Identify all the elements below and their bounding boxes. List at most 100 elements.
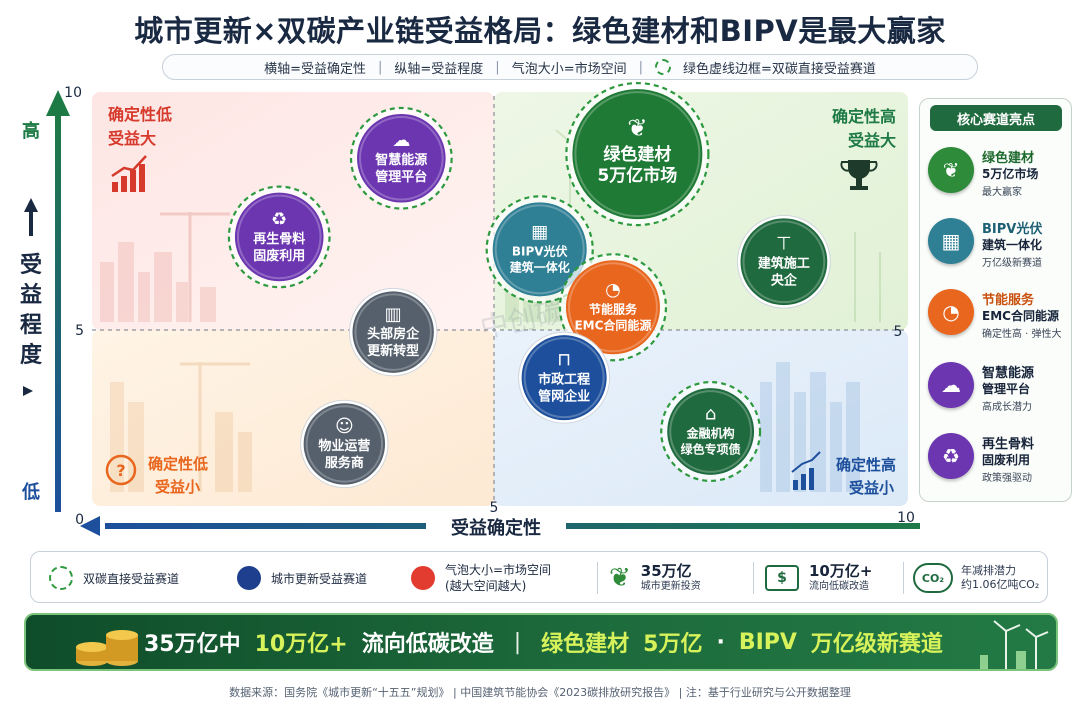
bubble-highlight [354,293,432,371]
bubble-label: 建筑施工 [758,256,810,272]
y-axis-line [55,112,61,512]
bubble-label: 央企 [771,273,798,289]
bubble-label: 更新转型 [367,343,419,359]
highlight-line3: 高成长潜力 [982,402,1032,413]
coin-stack-icon [76,630,138,666]
bubble-label: 服务商 [325,455,364,471]
building-icon: ▥ [385,304,402,325]
trophy-icon [840,160,878,190]
bubble-highlight [523,337,605,419]
y-tick-bottom: 0 [75,512,84,528]
bubble-circle [492,202,587,297]
y-axis-high-label: 高 [22,120,40,142]
people-icon: ☺ [335,416,354,437]
y-axis-definition: 纵轴=受益程度 [394,61,484,77]
legend-separator: | [638,59,643,75]
highlights-panel: 核心赛道亮点 ❦ 绿色建材 5万亿市场 最大赢家 ▦ BIPV光伏 建筑一体化 … [919,98,1072,502]
y-axis-title-char: 度 [20,342,43,368]
skyline-decoration-bottom-right [760,362,860,492]
bubble-highlight [742,220,826,304]
x-axis-title: 受益确定性 [451,517,541,539]
leaf-icon: ❦ [928,147,974,193]
chart-title: 城市更新×双碳产业链受益格局：绿色建材和BIPV是最大赢家 [134,14,946,48]
bubble-circle [572,89,703,220]
bottom-legend: 双碳直接受益赛道 城市更新受益赛道 气泡大小=市场空间 (越大空间越大) ❦ 3… [30,551,1048,603]
bubble-size-definition: 气泡大小=市场空间 [511,61,627,77]
bubble-circle [667,388,755,475]
bubble-circle [352,291,434,373]
bubble-highlight [305,405,384,483]
legend-red-dot: 气泡大小=市场空间 (越大空间越大) [411,552,551,604]
y-axis-title-char: 受 [20,252,42,278]
y-tick-top: 10 [64,85,82,101]
summary-banner: 35万亿中 10万亿+ 流向低碳改造 | 绿色建材 5万亿 · BIPV 万亿级… [24,613,1058,671]
banner-part8: 万亿级新赛道 [810,632,943,657]
leaf-icon: ❦ [627,114,647,142]
question-icon-glyph: ? [116,461,125,480]
bubble-chart: 中创碳碳 10 5 0 高 低 受益程度 受益确定性 5 10 高 5 确定性低… [0,81,987,546]
bubbles-layer: ❦绿色建材5万亿市场▦BIPV光伏建筑一体化◔节能服务EMC合同能源⊤建筑施工央… [227,81,831,489]
highlight-item-recycled-aggregate: ♻ 再生骨料 固废利用 政策强驱动 [926,427,1069,491]
leaf-icon: ❦ [609,563,631,593]
data-source-note: 数据来源：国务院《城市更新“十五五”规划》 | 中国建筑节能协会《2023碳排放… [229,686,851,699]
bubble-circle [357,113,446,203]
legend-blue-dot: 城市更新受益赛道 [237,552,367,604]
recycle-icon: ♻ [928,433,974,479]
highlight-title: 智慧能源 [982,366,1035,381]
skyline-decoration-top-left [100,212,230,322]
bubble-highlight [359,115,444,201]
legend-divider [903,562,904,594]
bubble-label: BIPV光伏 [512,243,568,258]
bubble-label: 5万亿市场 [597,165,677,186]
banner-divider: | [513,629,522,655]
quadrant-bottom-right-line2: 受益小 [849,479,894,497]
bubble-label: 节能服务 [589,301,638,316]
x-tick-5: 5 [490,500,499,516]
legend-separator: | [378,59,383,75]
bubble-label: 头部房企 [367,326,420,342]
question-icon [105,454,137,486]
banner-text: 35万亿中 10万亿+ 流向低碳改造 | 绿色建材 5万亿 · BIPV 万亿级… [144,615,943,669]
quadrant-bottom-left-line1: 确定性低 [148,455,208,473]
highlight-item-green-materials: ❦ 绿色建材 5万亿市场 最大赢家 [926,141,1069,205]
bubble-label: 智慧能源 [375,152,427,168]
bubble-circle [565,260,660,355]
highlight-line2: 建筑一体化 [982,238,1043,252]
quadrant-top-right-line2: 受益大 [848,131,896,150]
midline-label: 5 [894,324,903,340]
bubble-label: 绿色专项债 [681,441,741,456]
y-axis-right-arrow-icon [23,386,33,396]
legend-red-dot-line2: (越大空间越大) [445,579,527,593]
bubble-highlight [574,91,701,218]
banner-part6: · [716,629,725,655]
bubble-label: 建筑一体化 [509,259,570,274]
y-axis-arrowhead [46,90,70,116]
quadrant-bottom-left-line2: 受益小 [155,478,200,496]
y-axis-low-label: 低 [21,481,40,503]
banner-part7: BIPV [738,629,797,655]
banner-part5: 5万亿 [643,632,703,657]
highlight-line3: 确定性高 · 弹性大 [982,329,1062,340]
legend-green-ring: 双碳直接受益赛道 [49,552,179,604]
quadrant-top-right-line1: 确定性高 [832,107,896,126]
y-axis-title-char: 益 [20,282,42,308]
legend-divider [597,562,598,594]
highlight-line2: 5万亿市场 [982,167,1039,181]
x-axis-left-arrowhead [80,516,100,536]
x-axis-title-bg [426,512,566,540]
stat-lowcarbon-value: 10万亿+ [809,562,873,580]
legend-red-dot-line1: 气泡大小=市场空间 [445,563,552,577]
highlight-item-smart-energy: ☁ 智慧能源 管理平台 高成长潜力 [926,356,1069,420]
stat-investment: ❦ 35万亿 城市更新投资 [609,552,701,604]
y-axis-title: 受益程度 [20,252,43,368]
red-dot-icon [411,566,435,590]
legend-green-ring-label: 双碳直接受益赛道 [83,571,180,586]
co2-cloud-icon: CO₂ [913,563,953,593]
